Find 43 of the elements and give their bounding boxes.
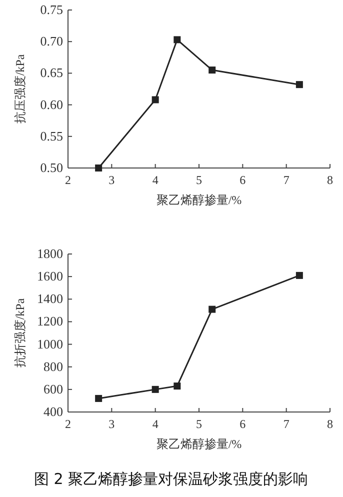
point: [174, 382, 181, 390]
y-tick-label: 0.75: [40, 2, 63, 17]
x-tick-label: 6: [240, 173, 246, 187]
x-tick-label: 4: [152, 417, 158, 431]
point: [208, 66, 216, 74]
x-tick-label: 8: [327, 417, 333, 431]
point: [208, 306, 216, 313]
point: [95, 164, 102, 172]
y-tick-label: 0.55: [40, 128, 63, 144]
y-tick-label: 1000: [37, 336, 63, 352]
y-axis-title: 抗压强度/kPa: [13, 54, 27, 124]
x-axis-title: 聚乙烯醇掺量/%: [156, 437, 242, 451]
x-tick-label: 7: [283, 417, 290, 431]
x-tick-label: 7: [283, 173, 290, 187]
x-tick-label: 5: [196, 173, 202, 187]
x-tick-label: 4: [152, 173, 158, 187]
y-tick-label: 0.50: [40, 160, 63, 175]
point: [95, 394, 102, 402]
point: [296, 81, 303, 88]
y-tick-label: 600: [44, 381, 63, 396]
y-tick-label: 0.65: [40, 65, 63, 80]
point: [152, 96, 159, 104]
x-tick-label: 3: [108, 173, 115, 187]
y-tick-label: 1200: [37, 314, 63, 329]
y-tick-label: 0.60: [40, 96, 63, 112]
x-tick-label: 5: [196, 417, 202, 431]
y-tick-label: 400: [44, 404, 63, 419]
y-tick-label: 1800: [37, 246, 63, 261]
y-tick-label: 800: [44, 358, 63, 374]
x-tick-label: 2: [65, 173, 71, 187]
point: [152, 386, 159, 393]
caption: 图 2 聚乙烯醇掺量对保温砂浆强度的影响: [34, 470, 308, 488]
y-axis-title: 抗折强度/kPa: [13, 298, 27, 368]
point: [174, 36, 181, 44]
x-tick-label: 2: [65, 417, 71, 431]
y-tick-label: 1600: [37, 268, 63, 284]
point: [296, 272, 303, 279]
x-tick-label: 6: [240, 417, 246, 431]
x-tick-label: 3: [108, 417, 115, 431]
x-tick-label: 8: [327, 173, 333, 187]
y-tick-label: 0.70: [40, 34, 63, 49]
y-tick-label: 1400: [37, 291, 63, 306]
x-axis-title: 聚乙烯醇掺量/%: [156, 193, 242, 207]
